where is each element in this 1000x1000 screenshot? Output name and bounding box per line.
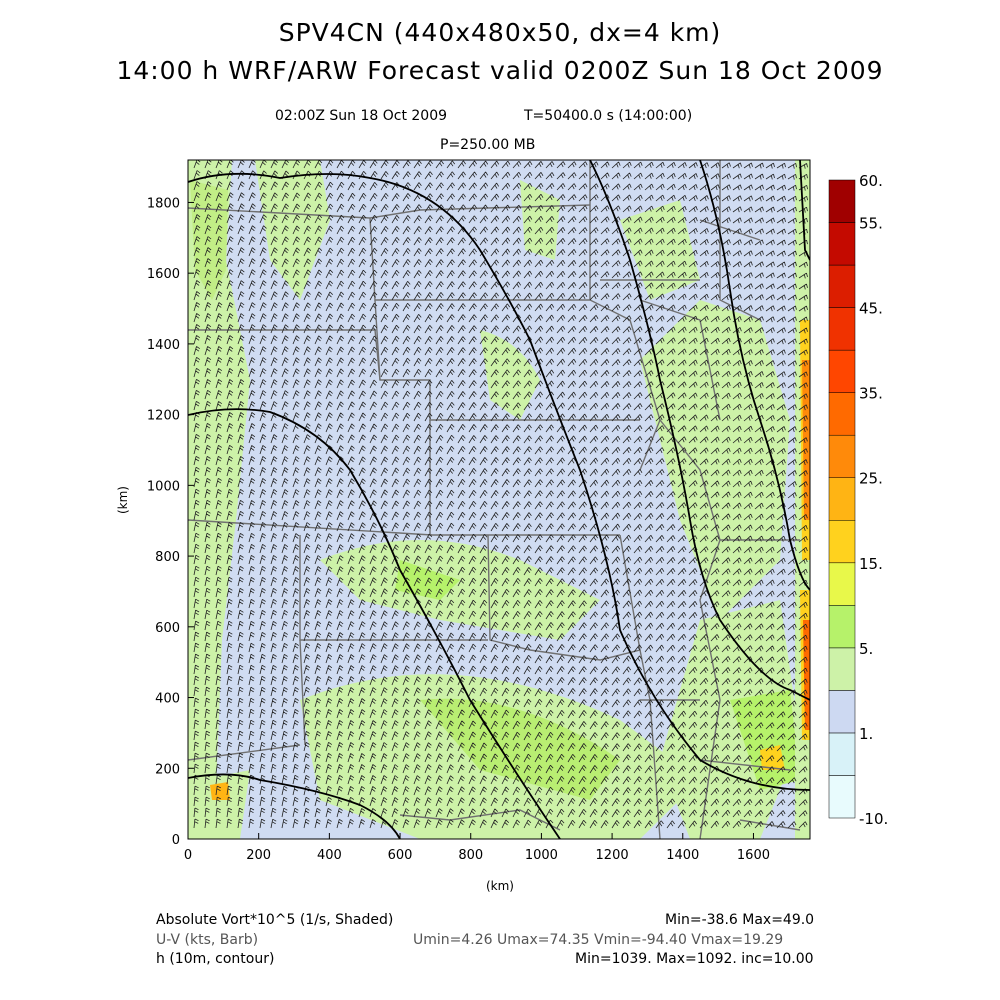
colorbar-labels: 60. 55. 45. 35. 25. 15. 5. 1. -10. xyxy=(859,172,888,828)
colorbar-swatch xyxy=(828,434,856,478)
y-axis: 0 200 400 600 800 1000 1200 1400 1600 1800 xyxy=(147,196,194,848)
colorbar-swatch xyxy=(828,307,856,351)
valid-time: 02:00Z Sun 18 Oct 2009 xyxy=(275,108,448,124)
wind-barbs xyxy=(193,160,808,829)
y-tick-label: 1400 xyxy=(147,338,180,353)
x-tick-label: 0 xyxy=(184,848,192,863)
colorbar-swatch xyxy=(828,477,856,521)
x-tick-label: 1000 xyxy=(525,848,558,863)
legend-field-2-stats: Umin=4.26 Umax=74.35 Vmin=-94.40 Vmax=19… xyxy=(413,932,784,948)
y-axis-label: (km) xyxy=(116,486,130,514)
height-contour-3 xyxy=(188,773,401,839)
y-tick-label: 600 xyxy=(155,621,180,636)
height-contour-1 xyxy=(188,172,810,791)
colorbar-swatch xyxy=(828,349,856,393)
x-tick-label: 200 xyxy=(246,848,271,863)
colorbar-label: 60. xyxy=(859,172,883,190)
colorbar-label: 5. xyxy=(859,640,873,658)
x-tick-label: 800 xyxy=(458,848,483,863)
y-tick-label: 1000 xyxy=(147,479,180,494)
title-line-2: 14:00 h WRF/ARW Forecast valid 0200Z Sun… xyxy=(116,56,884,85)
x-axis-label: (km) xyxy=(486,879,514,893)
colorbar-swatch xyxy=(828,647,856,691)
colorbar-label: 15. xyxy=(859,555,883,573)
colorbar-swatch xyxy=(828,179,856,223)
legend-field-2: U-V (kts, Barb) xyxy=(156,932,259,948)
legend-field-1: Absolute Vort*10^5 (1/s, Shaded) xyxy=(156,912,394,928)
colorbar-swatch xyxy=(828,562,856,606)
pressure-level: P=250.00 MB xyxy=(440,137,536,153)
model-time: T=50400.0 s (14:00:00) xyxy=(524,108,693,124)
y-tick-label: 1200 xyxy=(147,409,180,424)
legend-field-1-stats: Min=-38.6 Max=49.0 xyxy=(665,912,815,928)
x-tick-label: 1400 xyxy=(666,848,699,863)
legend-field-3-stats: Min=1039. Max=1092. inc=10.00 xyxy=(575,951,814,967)
colorbar-swatch xyxy=(828,392,856,436)
x-tick-label: 1600 xyxy=(737,848,770,863)
colorbar-label: 45. xyxy=(859,300,883,318)
colorbar-label: 1. xyxy=(859,725,873,743)
legend-field-3: h (10m, contour) xyxy=(156,951,275,967)
x-tick-label: 600 xyxy=(388,848,413,863)
plot-frame xyxy=(187,159,811,840)
x-tick-label: 1200 xyxy=(596,848,629,863)
colorbar xyxy=(828,179,856,819)
colorbar-label: -10. xyxy=(859,810,888,828)
colorbar-label: 55. xyxy=(859,215,883,233)
state-borders xyxy=(188,160,801,839)
height-contour-6 xyxy=(799,160,810,261)
wind-barb-paths xyxy=(193,160,808,829)
height-contours xyxy=(188,160,810,839)
height-contour-4 xyxy=(589,160,810,701)
title-line-1: SPV4CN (440x480x50, dx=4 km) xyxy=(278,18,722,47)
colorbar-swatch xyxy=(828,732,856,776)
colorbar-swatch xyxy=(828,520,856,564)
colorbar-swatch xyxy=(828,264,856,308)
colorbar-label: 35. xyxy=(859,385,883,403)
colorbar-swatch xyxy=(828,775,856,819)
y-tick-label: 0 xyxy=(172,833,180,848)
y-tick-label: 1800 xyxy=(147,196,180,211)
y-tick-label: 800 xyxy=(155,550,180,565)
height-contour-2 xyxy=(188,408,561,839)
y-tick-label: 1600 xyxy=(147,267,180,282)
x-tick-label: 400 xyxy=(317,848,342,863)
height-contour-5 xyxy=(699,160,810,591)
colorbar-swatch xyxy=(828,605,856,649)
colorbar-swatch xyxy=(828,222,856,266)
colorbar-label: 25. xyxy=(859,470,883,488)
y-tick-label: 400 xyxy=(155,692,180,707)
y-tick-label: 200 xyxy=(155,762,180,777)
x-axis: 0 200 400 600 800 1000 1200 1400 1600 xyxy=(184,833,770,863)
colorbar-swatch xyxy=(828,690,856,734)
